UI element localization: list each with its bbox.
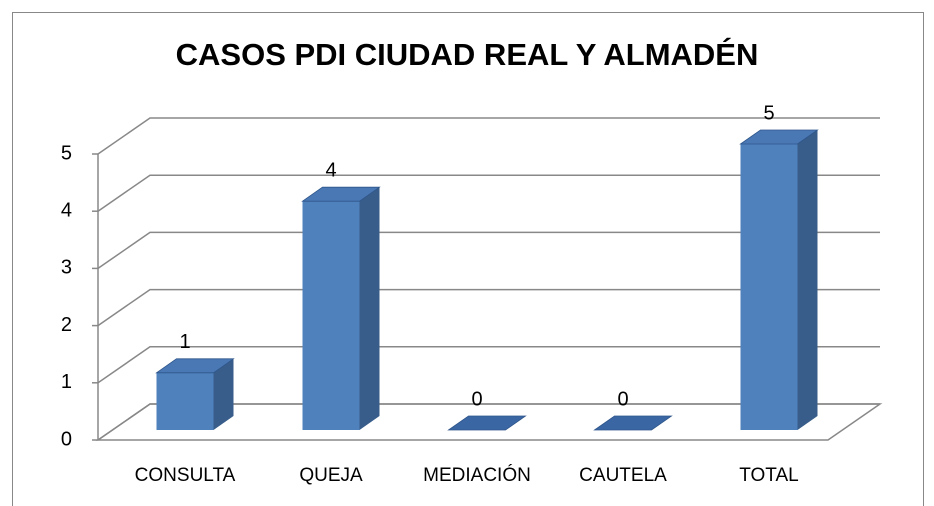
value-label: 1 [179, 331, 190, 353]
grid-line [97, 346, 880, 384]
x-tick-label: MEDIACIÓN [423, 464, 531, 486]
bar-side [213, 358, 234, 430]
grid-line [97, 231, 880, 270]
grid-line [97, 403, 880, 441]
x-tick-label: CAUTELA [579, 465, 667, 486]
y-tick-label: 2 [61, 314, 72, 336]
value-label: 0 [471, 388, 482, 410]
bar-top [447, 415, 527, 431]
chart-title: CASOS PDI CIUDAD REAL Y ALMADÉN [176, 37, 759, 72]
bar-top [301, 186, 381, 202]
y-tick-label: 0 [61, 428, 72, 450]
y-tick-label: 1 [61, 371, 72, 393]
bar-front [156, 372, 214, 430]
bar-top [739, 129, 819, 145]
value-label: 0 [617, 388, 628, 410]
bar-front [302, 201, 360, 430]
x-tick-label: QUEJA [299, 465, 363, 486]
x-tick-label: TOTAL [739, 465, 798, 486]
grid-line [97, 288, 880, 327]
value-label: 5 [763, 102, 774, 124]
bar-side [797, 130, 818, 430]
y-tick-label: 4 [61, 199, 72, 221]
grid-line [97, 117, 880, 155]
grid-line [97, 174, 880, 212]
x-tick-label: CONSULTA [135, 465, 236, 486]
bar-front [740, 144, 798, 430]
value-label: 4 [325, 159, 336, 181]
bar-top [155, 358, 235, 374]
y-tick-label: 5 [61, 142, 72, 164]
y-tick-label: 3 [61, 257, 72, 279]
bar-side [359, 187, 380, 430]
bar-top [593, 415, 673, 431]
